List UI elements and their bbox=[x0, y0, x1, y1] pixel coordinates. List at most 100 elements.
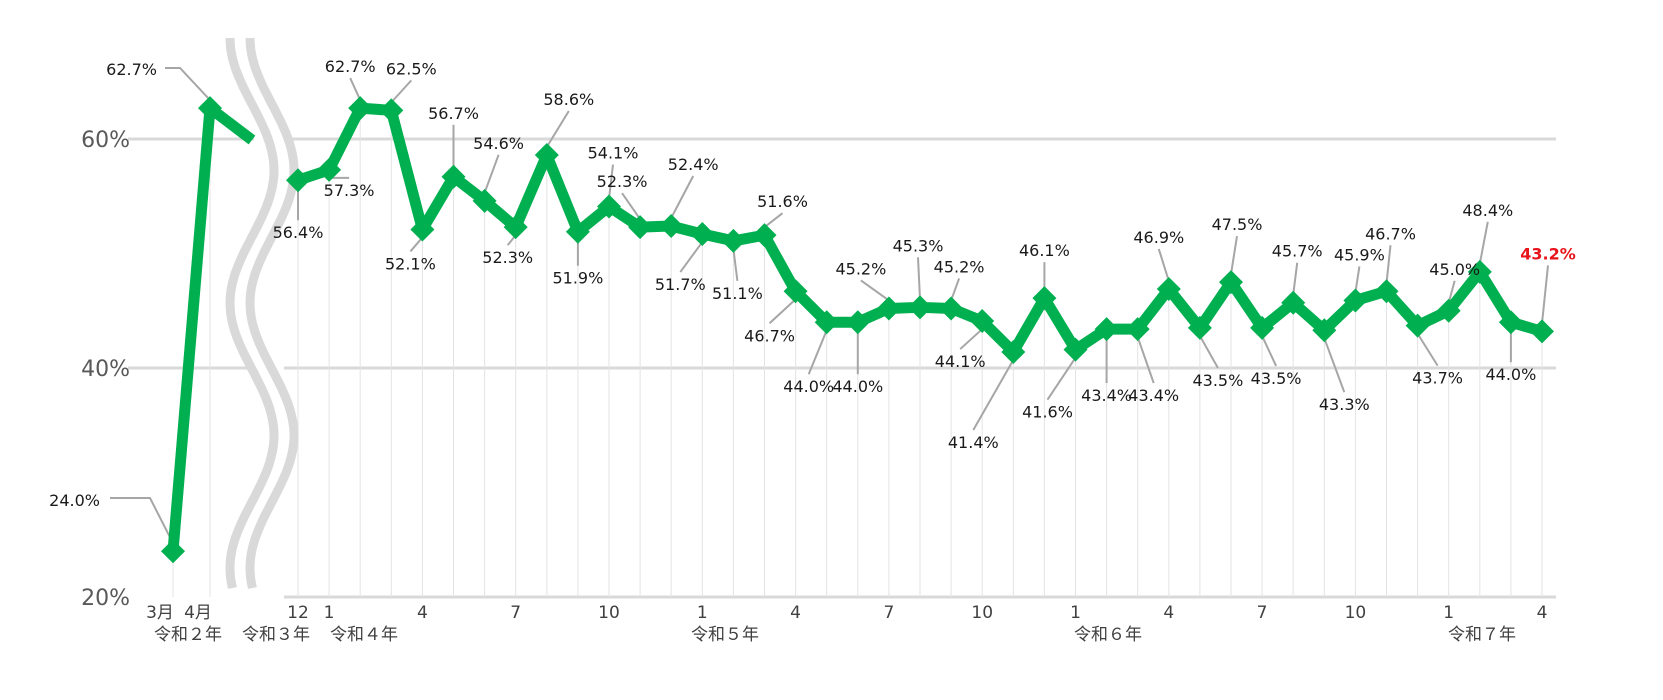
vertical-gridlines bbox=[172, 116, 1543, 597]
data-label: 51.9% bbox=[552, 269, 603, 288]
data-label: 62.7% bbox=[325, 57, 376, 76]
data-label: 43.5% bbox=[1192, 371, 1243, 390]
data-label: 52.4% bbox=[668, 155, 719, 174]
leader-line bbox=[917, 257, 921, 300]
leader-line bbox=[1261, 335, 1278, 367]
data-label: 43.4% bbox=[1128, 386, 1179, 405]
y-axis-labels: 20% 40% 60% bbox=[81, 128, 130, 611]
data-label: 58.6% bbox=[543, 90, 594, 109]
leader-line bbox=[763, 212, 784, 228]
leader-line bbox=[1416, 333, 1439, 367]
data-marker bbox=[814, 310, 839, 335]
data-label: 52.3% bbox=[482, 248, 533, 267]
data-label: 43.5% bbox=[1251, 369, 1302, 388]
data-marker bbox=[1094, 317, 1119, 342]
data-label: 56.4% bbox=[273, 223, 324, 242]
x-tick-label: 4 bbox=[417, 603, 428, 623]
data-marker bbox=[597, 194, 621, 219]
data-label: 51.6% bbox=[757, 192, 808, 211]
x-era-label: 令和７年 bbox=[1448, 625, 1516, 645]
data-marker bbox=[845, 310, 870, 335]
data-label: 57.3% bbox=[324, 181, 375, 200]
data-label: 43.2% bbox=[1520, 244, 1576, 263]
data-marker bbox=[1530, 319, 1554, 344]
data-label: 44.0% bbox=[832, 377, 883, 396]
data-marker bbox=[1156, 276, 1181, 301]
leader-line bbox=[1354, 266, 1361, 293]
x-tick-label: 3月 bbox=[146, 603, 174, 623]
data-marker bbox=[1250, 315, 1275, 340]
y-tick-label: 40% bbox=[81, 357, 130, 382]
x-tick-label: 1 bbox=[1443, 603, 1454, 623]
data-marker bbox=[1312, 318, 1337, 343]
data-marker bbox=[908, 295, 932, 320]
x-era-label: 令和３年 bbox=[242, 625, 310, 645]
data-label: 52.1% bbox=[385, 254, 436, 273]
data-marker bbox=[1343, 288, 1368, 313]
leader-line bbox=[1478, 221, 1489, 265]
leader-line bbox=[1292, 262, 1299, 295]
x-era-label: 令和２年 bbox=[154, 625, 222, 645]
x-tick-label: 7 bbox=[510, 603, 521, 623]
leader-line bbox=[950, 278, 961, 301]
label-leader-lines bbox=[110, 67, 1549, 544]
leader-line bbox=[679, 241, 704, 273]
leader-line bbox=[1385, 245, 1392, 284]
data-marker bbox=[628, 215, 653, 240]
data-label: 62.5% bbox=[386, 59, 437, 78]
data-marker bbox=[939, 296, 964, 321]
leader-line bbox=[732, 248, 739, 282]
leader-line bbox=[1323, 337, 1346, 393]
data-marker bbox=[1125, 317, 1150, 342]
x-tick-label: 7 bbox=[1257, 603, 1268, 623]
data-label: 24.0% bbox=[49, 491, 100, 510]
leader-line bbox=[1046, 357, 1077, 401]
leader-line bbox=[1199, 335, 1219, 369]
data-marker bbox=[783, 279, 808, 304]
data-label: 51.1% bbox=[712, 284, 763, 303]
data-label: 52.3% bbox=[597, 172, 648, 191]
data-marker bbox=[161, 539, 185, 564]
data-marker bbox=[1405, 313, 1430, 338]
data-labels: 56.4% 57.3% 62.7% 62.5% 52.1% 56.7% 54.6% 52.3%… bbox=[49, 57, 1576, 510]
data-marker bbox=[690, 222, 715, 247]
x-tick-label: 10 bbox=[598, 603, 620, 623]
data-marker bbox=[1187, 315, 1212, 340]
leader-line bbox=[545, 110, 570, 148]
leader-line bbox=[165, 67, 211, 101]
data-marker bbox=[441, 164, 466, 189]
leader-line bbox=[959, 328, 983, 350]
data-label: 47.5% bbox=[1212, 215, 1263, 234]
data-label: 46.1% bbox=[1019, 241, 1070, 260]
leader-line bbox=[608, 164, 614, 199]
data-label: 44.0% bbox=[783, 377, 834, 396]
x-tick-label: 1 bbox=[324, 603, 335, 623]
data-marker bbox=[565, 219, 590, 244]
data-marker bbox=[970, 309, 995, 334]
leader-line bbox=[349, 77, 362, 101]
data-label: 48.4% bbox=[1462, 201, 1513, 220]
data-marker bbox=[876, 296, 901, 321]
x-era-label: 令和４年 bbox=[330, 625, 398, 645]
leader-line bbox=[972, 359, 1015, 431]
leader-line bbox=[390, 79, 413, 104]
leader-line bbox=[670, 175, 695, 219]
series-line-pre-break bbox=[167, 102, 256, 552]
data-marker bbox=[1374, 279, 1399, 304]
x-tick-label: 4 bbox=[1537, 603, 1548, 623]
x-tick-label: 7 bbox=[883, 603, 894, 623]
data-label: 45.7% bbox=[1272, 242, 1323, 261]
x-tick-label: 4月 bbox=[184, 603, 212, 623]
leader-line bbox=[409, 236, 424, 253]
data-label: 56.7% bbox=[428, 104, 479, 123]
y-tick-label: 20% bbox=[81, 586, 130, 611]
data-marker bbox=[503, 215, 528, 240]
data-marker bbox=[752, 223, 777, 248]
data-marker bbox=[1498, 310, 1523, 335]
data-marker bbox=[410, 217, 435, 242]
x-axis-labels: 3月 4月 12 1 4 7 10 1 4 7 10 1 4 7 10 1 4 令和２年 令和３年 令和４年 令和５年 令… bbox=[146, 603, 1547, 645]
axis-break-wave bbox=[225, 37, 279, 589]
data-label: 45.2% bbox=[934, 257, 985, 276]
data-label: 54.6% bbox=[473, 134, 524, 153]
